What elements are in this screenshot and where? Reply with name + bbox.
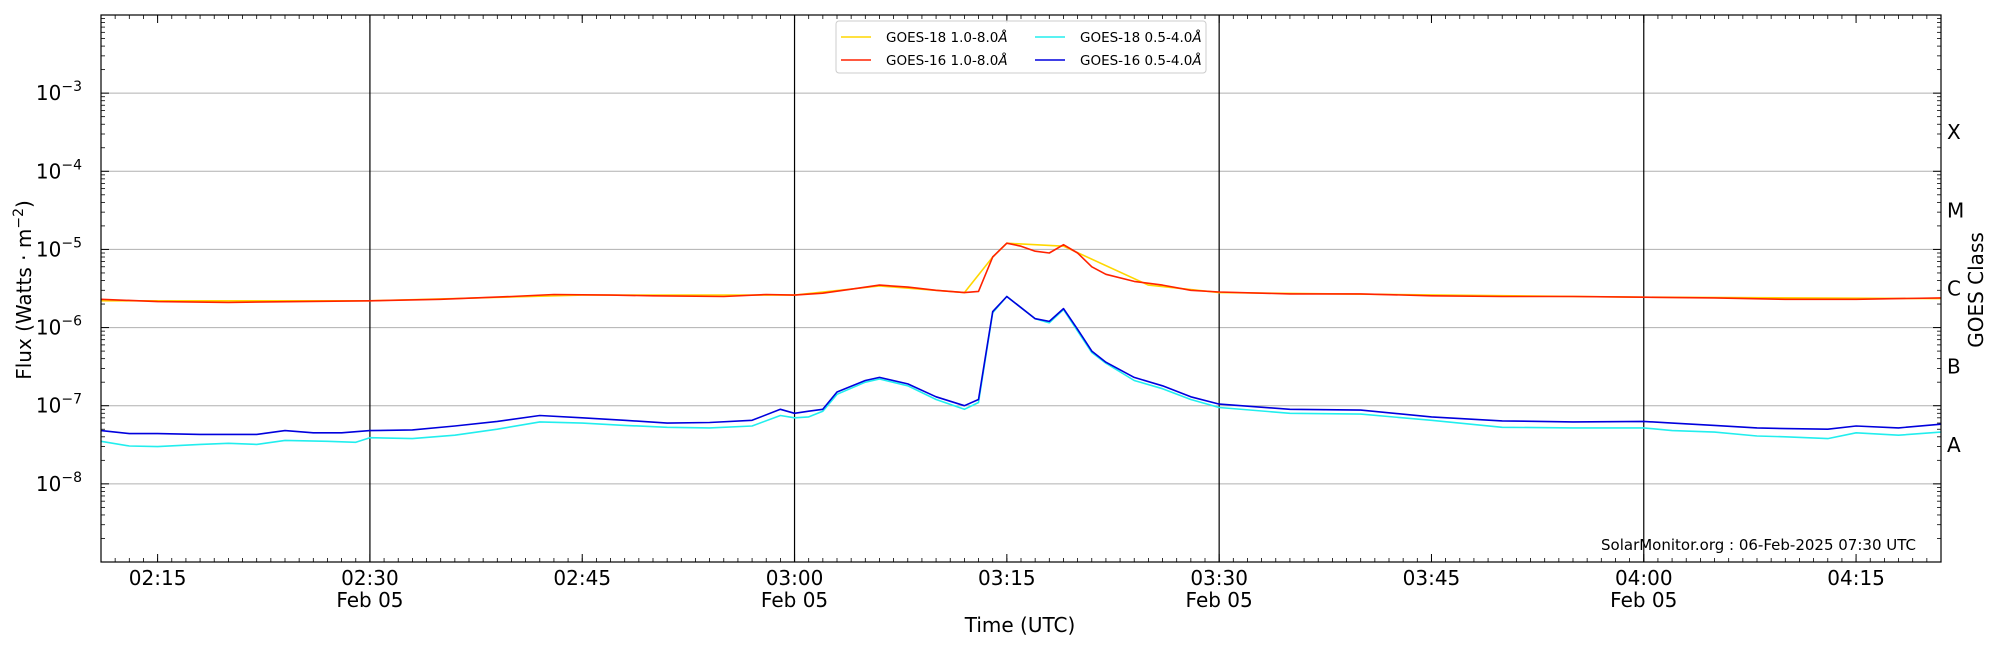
- y-tick-label: 10−3: [36, 79, 82, 105]
- y-tick-label: 10−6: [36, 314, 82, 340]
- y-tick-base: 10: [36, 159, 61, 183]
- grid-layer: [101, 15, 1941, 562]
- x-tick-date-label: Feb 05: [1186, 588, 1253, 612]
- x-tick-date-label: Feb 05: [336, 588, 403, 612]
- x-tick-label: 02:15: [129, 566, 187, 590]
- legend-entry-name: GOES-16 1.0-8.0: [886, 53, 998, 69]
- legend-entry-unit: Å: [1191, 29, 1201, 46]
- y-tick-base: 10: [36, 81, 61, 105]
- goes-class-label-a: A: [1947, 433, 1961, 457]
- legend-entry-unit: Å: [1191, 52, 1201, 69]
- y-axis-label: Flux (Watts · m−2): [11, 200, 36, 380]
- goes-class-labels: A B C M X: [1947, 120, 1964, 457]
- y-tick-exponent: −4: [61, 157, 82, 173]
- y-axis-label-exponent: −2: [11, 208, 27, 229]
- x-tick-label: 04:15: [1827, 566, 1885, 590]
- legend-entry-label: GOES-16 1.0-8.0Å: [886, 52, 1008, 69]
- legend-entry-unit: Å: [997, 29, 1007, 46]
- y-tick-label: 10−8: [36, 470, 82, 496]
- x-tick-label: 03:15: [978, 566, 1036, 590]
- x-tick-label: 04:00: [1615, 566, 1673, 590]
- goes-class-axis-label: GOES Class: [1964, 232, 1988, 348]
- legend-entry-name: GOES-18 1.0-8.0: [886, 30, 998, 46]
- goes-class-label-c: C: [1947, 277, 1961, 301]
- y-tick-exponent: −7: [61, 392, 82, 408]
- x-axis-label: Time (UTC): [964, 613, 1076, 637]
- legend-entry-label: GOES-18 0.5-4.0Å: [1080, 29, 1202, 46]
- x-tick-label: 03:45: [1403, 566, 1461, 590]
- series-line-2: [100, 295, 1942, 448]
- plot-border: [100, 14, 1942, 563]
- y-tick-base: 10: [36, 237, 61, 261]
- y-axis-label-main: Flux (Watts · m: [12, 229, 36, 380]
- series-line-1: [100, 242, 1942, 304]
- y-tick-exponent: −6: [61, 314, 82, 330]
- plot-frame: [100, 14, 1942, 563]
- goes-class-label-m: M: [1947, 198, 1964, 222]
- goes-class-label-b: B: [1947, 355, 1961, 379]
- x-tick-date-label: Feb 05: [1610, 588, 1677, 612]
- y-tick-label: 10−5: [36, 235, 82, 261]
- goes-class-label-x: X: [1947, 120, 1961, 144]
- series-line-3: [100, 295, 1942, 436]
- y-axis-ticks: 10−810−710−610−510−410−3: [36, 18, 1941, 539]
- x-tick-label: 02:30: [341, 566, 399, 590]
- legend-box: [835, 20, 1207, 74]
- x-tick-label: 02:45: [553, 566, 611, 590]
- y-tick-label: 10−7: [36, 392, 82, 418]
- x-tick-label: 03:30: [1190, 566, 1248, 590]
- series-layer: [100, 242, 1942, 448]
- y-tick-label: 10−4: [36, 157, 82, 183]
- x-tick-date-label: Feb 05: [761, 588, 828, 612]
- y-tick-base: 10: [36, 394, 61, 418]
- y-tick-exponent: −8: [61, 470, 82, 486]
- series-line-0: [101, 242, 1942, 302]
- y-tick-base: 10: [36, 316, 61, 340]
- y-axis-label-close: ): [12, 200, 36, 208]
- legend-entry-name: GOES-16 0.5-4.0: [1080, 53, 1192, 69]
- legend-entry-unit: Å: [997, 52, 1007, 69]
- y-tick-exponent: −3: [61, 79, 82, 95]
- source-annotation: SolarMonitor.org : 06-Feb-2025 07:30 UTC: [1601, 536, 1916, 554]
- x-tick-label: 03:00: [766, 566, 824, 590]
- legend-entry-label: GOES-16 0.5-4.0Å: [1080, 52, 1202, 69]
- legend-entry-label: GOES-18 1.0-8.0Å: [886, 29, 1008, 46]
- y-tick-base: 10: [36, 472, 61, 496]
- y-tick-exponent: −5: [61, 235, 82, 251]
- legend-entry-name: GOES-18 0.5-4.0: [1080, 30, 1192, 46]
